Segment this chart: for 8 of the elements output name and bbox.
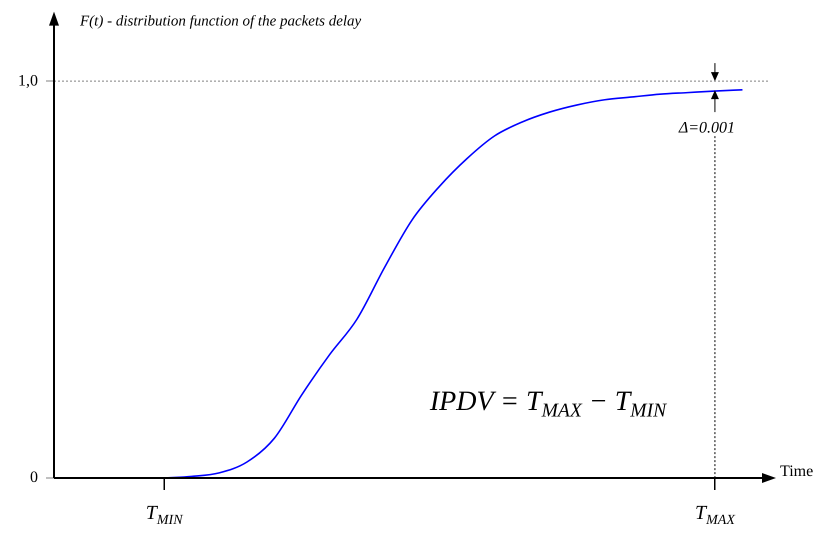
y-axis-title: F(t) - distribution function of the packets delay [79,14,362,30]
annotation: Δ=0.001 [678,119,736,136]
x-axis-title: Time [780,463,814,480]
x-tick-label: T$_{MAX}$ [694,502,735,529]
annotation: IPDV = T$_{MAX}$ − T$_{MIN}$ [430,386,666,422]
x-tick-label: T$_{MIN}$ [146,502,183,529]
y-tick-label: 0 [30,469,38,486]
y-tick-label: 1,0 [18,72,38,90]
